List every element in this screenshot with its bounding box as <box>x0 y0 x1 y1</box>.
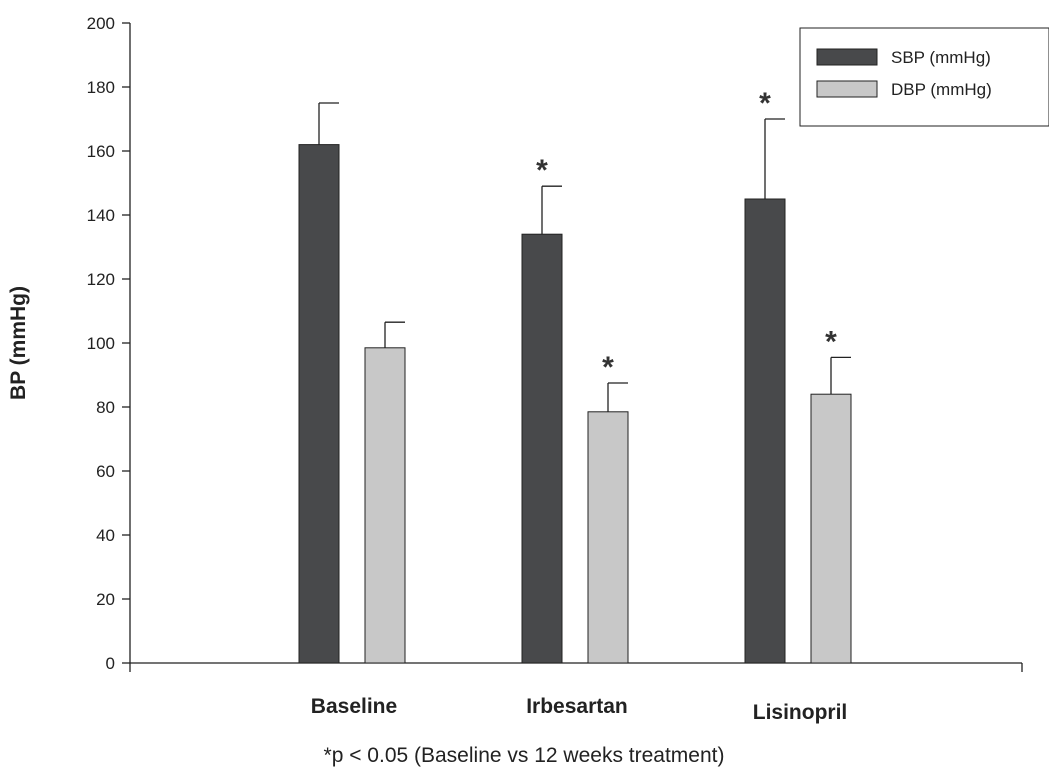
legend-swatch <box>816 48 878 66</box>
bars-layer: * * * * <box>298 87 852 664</box>
y-tick-label: 100 <box>87 334 115 353</box>
y-tick-label: 180 <box>87 78 115 97</box>
bar <box>298 144 340 664</box>
legend-label: SBP (mmHg) <box>891 48 991 67</box>
significance-marker: * <box>759 87 771 120</box>
legend-box <box>799 27 1049 127</box>
y-tick-label: 160 <box>87 142 115 161</box>
y-axis-title: BP (mmHg) <box>7 286 30 400</box>
y-tick-label: 20 <box>96 590 115 609</box>
significance-marker: * <box>825 325 837 358</box>
y-tick-label: 200 <box>87 14 115 33</box>
significance-marker: * <box>602 351 614 384</box>
significance-marker: * <box>536 154 548 187</box>
legend-swatch <box>816 80 878 98</box>
category-label: Lisinopril <box>753 701 848 724</box>
bar <box>744 198 786 664</box>
bar <box>810 393 852 664</box>
legend-label: DBP (mmHg) <box>891 80 992 99</box>
footnote: *p < 0.05 (Baseline vs 12 weeks treatmen… <box>324 744 725 767</box>
category-label: Baseline <box>311 695 397 718</box>
y-tick-label: 120 <box>87 270 115 289</box>
y-tick-label: 60 <box>96 462 115 481</box>
bar <box>521 233 563 664</box>
x-axis: Baseline Irbesartan Lisinopril <box>129 662 1023 724</box>
bar <box>364 347 406 664</box>
y-tick-label: 80 <box>96 398 115 417</box>
y-tick-label: 40 <box>96 526 115 545</box>
y-tick-label: 140 <box>87 206 115 225</box>
y-tick-label: 0 <box>106 654 115 673</box>
y-axis: 0 20 40 60 80 100 120 140 160 180 200 <box>87 14 131 673</box>
legend: SBP (mmHg) DBP (mmHg) <box>799 27 1049 127</box>
bar <box>587 411 629 664</box>
category-label: Irbesartan <box>526 695 628 718</box>
